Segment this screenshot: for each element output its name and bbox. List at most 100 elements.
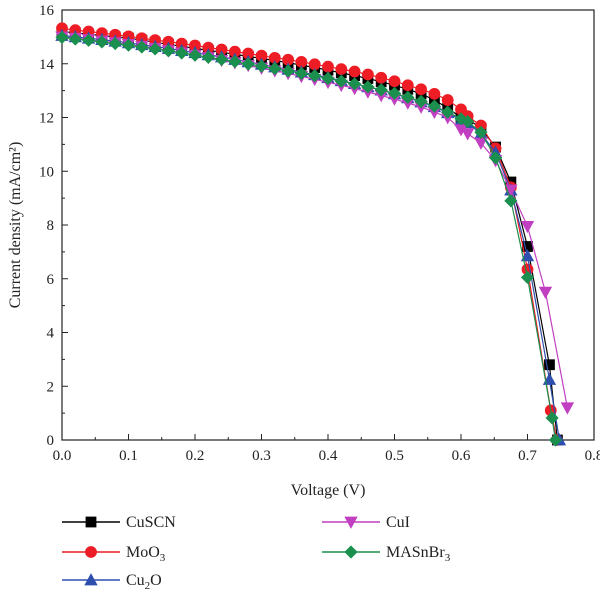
x-tick-label: 0.6 bbox=[452, 448, 471, 464]
data-point bbox=[294, 66, 308, 80]
x-tick-label: 0.7 bbox=[518, 448, 537, 464]
data-point bbox=[268, 62, 282, 76]
data-point bbox=[108, 37, 122, 51]
legend-marker bbox=[84, 573, 98, 586]
data-point bbox=[201, 50, 215, 64]
x-tick-label: 0.4 bbox=[319, 448, 338, 464]
series-layer bbox=[55, 22, 575, 447]
data-point bbox=[55, 30, 69, 44]
x-axis-title: Voltage (V) bbox=[291, 482, 366, 499]
data-point bbox=[215, 52, 229, 67]
x-tick-label: 0.0 bbox=[53, 448, 72, 464]
legend-item: MASnBr3 bbox=[322, 544, 451, 564]
data-point bbox=[321, 71, 335, 86]
series-line bbox=[61, 36, 568, 408]
data-point bbox=[135, 40, 149, 54]
data-point bbox=[308, 69, 322, 83]
data-point bbox=[82, 33, 96, 47]
x-tick-label: 0.1 bbox=[119, 448, 138, 464]
data-point bbox=[281, 64, 295, 78]
data-point bbox=[545, 411, 559, 425]
data-point bbox=[388, 75, 401, 88]
x-tick-label: 0.3 bbox=[252, 448, 271, 464]
data-point bbox=[148, 42, 162, 56]
y-tick-label: 6 bbox=[47, 272, 55, 288]
legend-item: MoO3 bbox=[62, 544, 166, 564]
data-point bbox=[441, 94, 454, 106]
data-point bbox=[95, 35, 109, 49]
y-tick-label: 2 bbox=[47, 379, 55, 395]
data-point bbox=[520, 249, 535, 262]
series-line bbox=[61, 27, 558, 441]
legend-item: CuSCN bbox=[62, 514, 176, 531]
data-point bbox=[175, 46, 189, 60]
legend-label: Cu2O bbox=[126, 572, 162, 592]
data-point bbox=[401, 79, 414, 92]
legend-marker bbox=[85, 546, 97, 558]
y-tick-label: 16 bbox=[39, 3, 55, 19]
data-point bbox=[489, 151, 503, 165]
data-point bbox=[228, 55, 242, 69]
legend-label-text: CuSCN bbox=[126, 514, 176, 531]
series-line bbox=[61, 36, 556, 441]
data-point bbox=[415, 83, 428, 96]
legend-label-text: MASnBr bbox=[386, 544, 445, 561]
data-point bbox=[441, 105, 455, 119]
x-tick-label: 0.2 bbox=[186, 448, 205, 464]
legend-marker bbox=[344, 545, 358, 559]
y-tick-label: 8 bbox=[47, 218, 55, 234]
data-point bbox=[322, 60, 334, 73]
data-point bbox=[414, 94, 428, 108]
legend-item: Cu2O bbox=[62, 572, 162, 592]
axes: 0.0 0.1 0.2 0.3 0.4 0.5 0.6 0.7 0.8 0 2 4 6 8 10 12 14 16 bbox=[39, 3, 600, 464]
legend-label: CuSCN bbox=[126, 514, 176, 531]
data-point bbox=[544, 359, 555, 371]
data-point bbox=[374, 83, 388, 97]
legend-label-text: CuI bbox=[386, 514, 410, 531]
data-point bbox=[68, 32, 82, 46]
data-point bbox=[361, 68, 374, 81]
y-tick-label: 14 bbox=[39, 57, 55, 73]
y-axis-title: Current density (mA/cm²) bbox=[7, 142, 24, 309]
data-point bbox=[504, 194, 518, 208]
legend-label-suffix: O bbox=[150, 572, 162, 589]
y-tick-label: 0 bbox=[47, 433, 55, 449]
legend-label-subscript: 3 bbox=[445, 552, 451, 564]
data-point bbox=[335, 63, 348, 76]
data-point bbox=[241, 57, 255, 71]
legend-item: CuI bbox=[322, 514, 410, 531]
series-moo bbox=[56, 22, 563, 446]
legend-label-text: MoO bbox=[126, 544, 160, 561]
data-point bbox=[428, 87, 441, 100]
legend-label-subscript: 2 bbox=[145, 580, 151, 592]
data-point bbox=[375, 71, 388, 84]
data-point bbox=[121, 38, 136, 52]
legend-label: MoO3 bbox=[126, 544, 166, 564]
legend-label: MASnBr3 bbox=[386, 544, 451, 564]
x-tick-label: 0.5 bbox=[385, 448, 404, 464]
legend-label-text: Cu bbox=[126, 572, 145, 589]
data-point bbox=[460, 128, 475, 141]
data-point bbox=[348, 65, 361, 78]
y-tick-label: 4 bbox=[47, 326, 55, 342]
data-point bbox=[474, 125, 488, 139]
data-point bbox=[361, 80, 375, 94]
data-point bbox=[560, 402, 575, 415]
data-point bbox=[254, 59, 269, 73]
x-tick-label: 0.8 bbox=[585, 448, 600, 464]
data-point bbox=[387, 86, 402, 100]
data-point bbox=[401, 90, 415, 104]
data-point bbox=[348, 77, 362, 91]
series-cui bbox=[55, 31, 575, 415]
legend-label-subscript: 3 bbox=[160, 552, 166, 564]
series-line bbox=[61, 34, 560, 441]
data-point bbox=[548, 433, 562, 447]
series-cuscn bbox=[56, 26, 563, 446]
data-point bbox=[520, 220, 535, 234]
y-tick-label: 10 bbox=[39, 164, 54, 180]
data-point bbox=[461, 114, 475, 129]
data-point bbox=[542, 372, 557, 385]
series-line bbox=[61, 30, 558, 441]
data-point bbox=[427, 99, 441, 113]
